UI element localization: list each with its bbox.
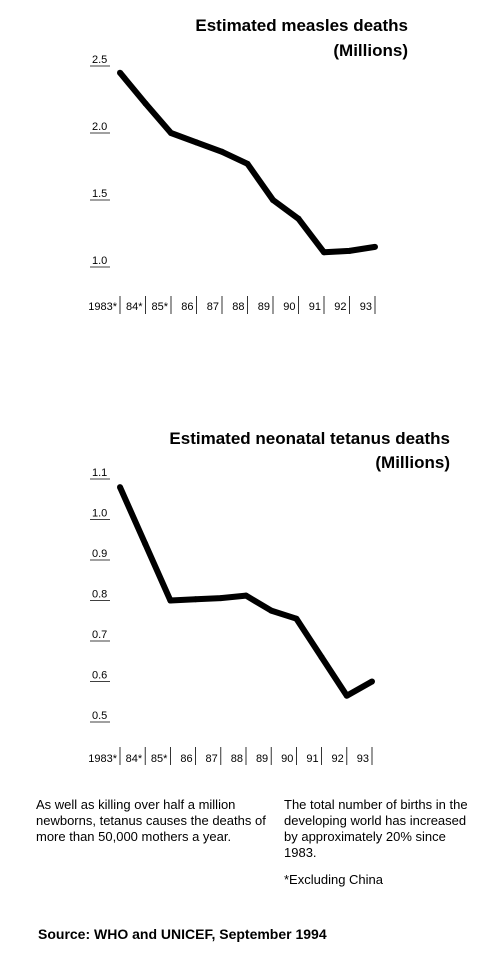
measles-xtick-label: 91	[309, 301, 321, 313]
measles-data-point	[270, 197, 276, 203]
measles-xtick-label: 87	[207, 301, 219, 313]
tetanus-ytick-label: 0.9	[92, 548, 107, 560]
tetanus-xtick-label: 85*	[151, 753, 168, 765]
tetanus-data-point	[243, 592, 249, 599]
tetanus-xtick-label: 84*	[126, 753, 143, 765]
births-note: The total number of births in the develo…	[284, 797, 468, 860]
measles-chart-subtitle: (Millions)	[333, 41, 408, 60]
tetanus-note: As well as killing over half a million n…	[36, 797, 266, 844]
measles-data-point	[219, 148, 225, 155]
measles-chart-title: Estimated measles deaths	[195, 16, 408, 35]
measles-xtick-label: 86	[181, 301, 193, 313]
measles-xtick-label: 88	[232, 301, 244, 313]
tetanus-xtick-label: 87	[206, 753, 218, 765]
measles-ytick-label: 1.5	[92, 188, 107, 200]
tetanus-chart-subtitle: (Millions)	[375, 453, 450, 472]
measles-data-point	[295, 215, 302, 222]
tetanus-ytick-label: 0.6	[92, 670, 107, 682]
measles-data-point	[117, 69, 123, 76]
tetanus-ytick-label: 1.1	[92, 467, 107, 479]
tetanus-data-point	[293, 615, 300, 622]
measles-xtick-label: 92	[334, 301, 346, 313]
measles-ytick-label: 2.0	[92, 121, 107, 133]
measles-data-point	[193, 139, 200, 146]
footnote: *Excluding China	[284, 872, 384, 887]
tetanus-chart-title: Estimated neonatal tetanus deaths	[169, 429, 450, 448]
tetanus-ytick-label: 0.7	[92, 629, 107, 641]
tetanus-data-point	[268, 607, 275, 614]
tetanus-ytick-label: 0.8	[92, 589, 107, 601]
tetanus-data-point	[167, 597, 174, 604]
tetanus-data-point	[318, 654, 325, 661]
measles-xtick-label: 93	[360, 301, 372, 313]
tetanus-data-point	[369, 678, 375, 685]
tetanus-xtick-label: 92	[332, 753, 344, 765]
tetanus-data-point	[142, 540, 149, 547]
measles-data-point	[142, 100, 149, 107]
tetanus-data-point	[217, 595, 224, 602]
tetanus-ytick-label: 1.0	[92, 508, 107, 520]
measles-data-point	[168, 130, 174, 136]
tetanus-xtick-label: 88	[231, 753, 243, 765]
measles-xtick-label: 90	[283, 301, 295, 313]
tetanus-xtick-label: 91	[306, 753, 318, 765]
measles-xtick-label: 89	[258, 301, 270, 313]
tetanus-data-point	[192, 596, 199, 603]
source-credit: Source: WHO and UNICEF, September 1994	[38, 926, 327, 942]
tetanus-ytick-label: 0.5	[92, 710, 107, 722]
measles-xtick-label: 85*	[151, 301, 168, 313]
measles-ytick-label: 1.0	[92, 255, 107, 267]
measles-data-point	[346, 247, 353, 254]
measles-chart: Estimated measles deaths (Millions) 2.5 2…	[88, 16, 408, 314]
tetanus-xtick-label: 86	[180, 753, 192, 765]
tetanus-xtick-label: 1983*	[88, 753, 117, 765]
tetanus-xtick-label: 90	[281, 753, 293, 765]
tetanus-data-point	[343, 692, 350, 699]
measles-data-point	[244, 160, 251, 167]
measles-data-point	[321, 249, 327, 256]
measles-ytick-label: 2.5	[92, 54, 107, 66]
tetanus-series-line	[117, 485, 374, 699]
tetanus-xtick-label: 93	[357, 753, 369, 765]
tetanus-data-point	[117, 484, 123, 491]
measles-xtick-label: 1983*	[88, 301, 117, 313]
tetanus-xtick-label: 89	[256, 753, 268, 765]
tetanus-chart: Estimated neonatal tetanus deaths (Milli…	[88, 429, 450, 765]
measles-xtick-label: 84*	[126, 301, 143, 313]
measles-data-point	[372, 243, 378, 250]
